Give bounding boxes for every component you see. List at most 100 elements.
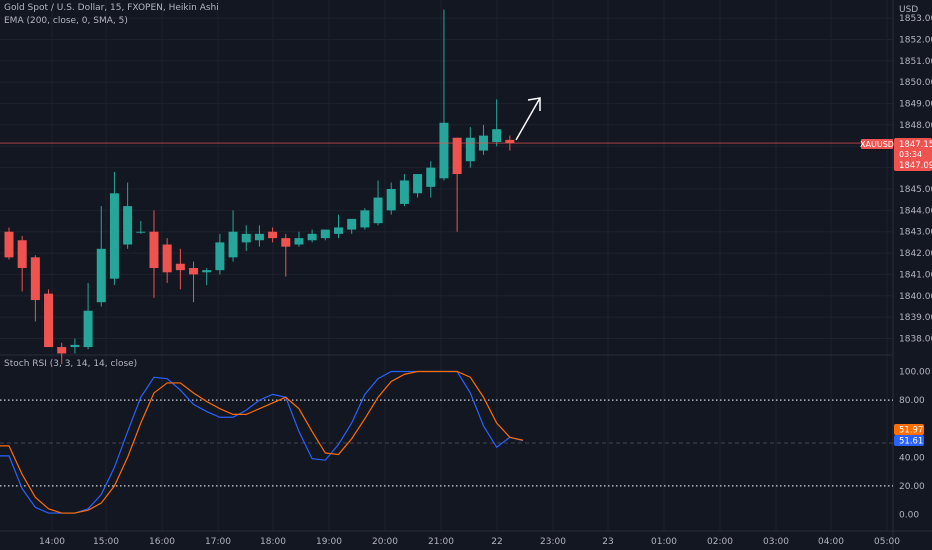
- time-tick-label: 21:00: [428, 537, 454, 547]
- price-tag: XAUUSD 1847.15 03:34 1847.09: [860, 138, 932, 171]
- candle[interactable]: [320, 229, 330, 241]
- time-tick-label: 23: [602, 537, 613, 547]
- price-tick-label: 1852.00: [899, 36, 932, 46]
- candle-body: [294, 238, 304, 245]
- price-tick-label: 1853.00: [899, 14, 932, 24]
- time-tick-label: 20:00: [372, 537, 398, 547]
- price-tick-label: 1848.00: [899, 121, 932, 131]
- price-tick-label: 1841.00: [899, 270, 932, 280]
- candle[interactable]: [452, 137, 462, 232]
- candle[interactable]: [241, 225, 251, 251]
- ema-legend[interactable]: EMA (200, close, 0, SMA, 5): [4, 16, 128, 26]
- price-tick-label: 1850.00: [899, 78, 932, 88]
- candle[interactable]: [334, 214, 343, 239]
- candle[interactable]: [30, 255, 40, 322]
- candle[interactable]: [149, 210, 159, 298]
- candle-body: [149, 231, 159, 269]
- price-tag-bg: [894, 138, 932, 171]
- candle-body: [109, 193, 119, 279]
- candle[interactable]: [254, 225, 264, 247]
- candles-layer[interactable]: [4, 9, 515, 365]
- candle-body: [70, 344, 80, 348]
- candle[interactable]: [439, 9, 449, 181]
- price-tick-label: 1845.00: [899, 185, 932, 195]
- candle[interactable]: [136, 221, 146, 234]
- rsi-tick-label: 100.00: [899, 368, 931, 378]
- d-value-tag: 51.97: [899, 426, 923, 436]
- candle[interactable]: [413, 174, 423, 198]
- candle-body: [123, 206, 133, 245]
- time-tick-label: 05:00: [874, 537, 900, 547]
- candle-body: [426, 167, 436, 187]
- candle-body: [215, 242, 225, 271]
- candle[interactable]: [386, 182, 396, 215]
- rsi-tick-label: 20.00: [899, 482, 925, 492]
- candle[interactable]: [189, 261, 199, 303]
- candle[interactable]: [202, 268, 212, 286]
- candle-body: [320, 229, 330, 239]
- candle[interactable]: [17, 235, 27, 292]
- rsi-tick-label: 40.00: [899, 453, 925, 463]
- candle[interactable]: [294, 231, 304, 247]
- candle[interactable]: [57, 342, 67, 365]
- candle[interactable]: [96, 206, 106, 307]
- candle[interactable]: [347, 218, 357, 234]
- candle-body: [44, 293, 54, 348]
- price-tick-label: 1851.00: [899, 57, 932, 67]
- candle[interactable]: [4, 227, 14, 260]
- candle[interactable]: [399, 174, 409, 207]
- candle-body: [136, 231, 146, 233]
- candle[interactable]: [268, 227, 278, 243]
- candle[interactable]: [83, 282, 93, 350]
- symbol-legend[interactable]: Gold Spot / U.S. Dollar, 15, FXOPEN, Hei…: [4, 3, 219, 13]
- candle[interactable]: [162, 238, 172, 283]
- candle-body: [96, 248, 106, 303]
- candle[interactable]: [44, 289, 54, 348]
- candle[interactable]: [465, 127, 475, 168]
- currency-label: USD: [899, 5, 918, 15]
- candle[interactable]: [426, 161, 436, 198]
- price-tick-label: 1839.00: [899, 313, 932, 323]
- stoch-rsi-layer[interactable]: [0, 370, 893, 514]
- symbol-tag-label: XAUUSD: [860, 140, 894, 149]
- candle[interactable]: [360, 208, 370, 230]
- candle-body: [465, 137, 475, 162]
- candle[interactable]: [123, 182, 133, 249]
- time-tick-label: 16:00: [149, 537, 175, 547]
- candle-body: [492, 129, 502, 143]
- candle-body: [83, 310, 93, 348]
- candle[interactable]: [228, 210, 238, 262]
- candle-body: [360, 210, 370, 228]
- candle[interactable]: [70, 338, 80, 354]
- k-value-tag: 51.61: [899, 437, 923, 447]
- price-tag-value: 1847.15: [899, 140, 932, 150]
- k-value-tag-bg: [894, 435, 924, 446]
- stoch-rsi-d-line[interactable]: [0, 370, 524, 514]
- candle-body: [505, 139, 515, 144]
- price-tag-value-2: 1847.09: [899, 161, 932, 171]
- candle-body: [347, 218, 357, 230]
- candle[interactable]: [281, 233, 291, 277]
- price-tick-label: 1842.00: [899, 249, 932, 259]
- candle-body: [189, 268, 199, 275]
- stoch-rsi-legend[interactable]: Stoch RSI (3, 3, 14, 14, close): [4, 359, 138, 369]
- candle-body: [4, 231, 14, 258]
- candle[interactable]: [373, 180, 383, 226]
- rsi-value-tags: 51.97 51.61: [894, 424, 924, 447]
- d-value-tag-bg: [894, 424, 924, 435]
- candle[interactable]: [215, 233, 225, 275]
- time-axis[interactable]: 14:00 15:00 16:00 17:00 18:00 19:00 20:00 21:00…: [39, 537, 900, 547]
- price-tick-label: 1840.00: [899, 292, 932, 302]
- candle[interactable]: [492, 99, 502, 147]
- arrow-annotation[interactable]: [515, 97, 541, 141]
- candle[interactable]: [307, 229, 317, 243]
- candle-body: [281, 238, 291, 247]
- candle[interactable]: [175, 248, 185, 290]
- arrow-head-icon: [527, 97, 541, 111]
- time-tick-label: 15:00: [93, 537, 119, 547]
- candle[interactable]: [109, 171, 119, 286]
- candle-body: [228, 231, 238, 258]
- candle-body: [334, 227, 343, 234]
